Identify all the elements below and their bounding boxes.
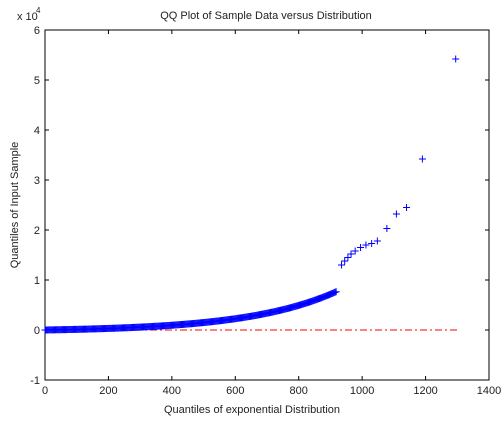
y-tick-label: 4 bbox=[34, 125, 40, 137]
x-tick-label: 1400 bbox=[477, 385, 501, 397]
outlier-point bbox=[344, 254, 352, 261]
y-axis-label: Quantiles of Input Sample bbox=[9, 142, 21, 269]
x-axis: 0 200 400 600 800 1000 1200 1400 bbox=[42, 30, 501, 397]
data-points bbox=[41, 55, 460, 334]
outlier-point bbox=[338, 261, 346, 269]
x-tick-label: 200 bbox=[99, 385, 117, 397]
y-tick-label: 3 bbox=[34, 175, 40, 187]
outlier-point bbox=[392, 210, 400, 218]
outlier-point bbox=[383, 225, 391, 232]
x-tick-label: 1000 bbox=[350, 385, 374, 397]
axes-box bbox=[44, 29, 490, 381]
plot-area bbox=[44, 29, 490, 381]
outlier-point bbox=[418, 155, 426, 163]
outlier-point bbox=[452, 55, 460, 63]
outlier-point bbox=[368, 240, 376, 247]
y-tick-label: 2 bbox=[34, 225, 40, 237]
x-tick-label: 0 bbox=[42, 385, 48, 397]
x-tick-label: 600 bbox=[226, 385, 244, 397]
y-scale-factor: x 10 4 bbox=[17, 6, 41, 23]
outlier-point bbox=[403, 204, 411, 211]
y-tick-label: 0 bbox=[34, 325, 40, 337]
y-scale-label: x 10 bbox=[17, 11, 38, 23]
y-tick-label: 6 bbox=[34, 25, 40, 37]
data-point bbox=[332, 288, 340, 296]
outlier-point bbox=[347, 250, 355, 258]
outlier-point bbox=[357, 244, 365, 251]
x-tick-label: 400 bbox=[163, 385, 181, 397]
y-scale-exponent: 4 bbox=[36, 6, 41, 15]
outlier-point bbox=[362, 241, 370, 249]
x-tick-label: 1200 bbox=[413, 385, 437, 397]
chart-title: QQ Plot of Sample Data versus Distributi… bbox=[160, 10, 372, 22]
outlier-point bbox=[351, 247, 359, 255]
outlier-point bbox=[373, 237, 381, 245]
y-tick-label: 5 bbox=[34, 75, 40, 87]
y-tick-label: -1 bbox=[30, 375, 40, 387]
y-tick-label: 1 bbox=[34, 275, 40, 287]
x-tick-label: 800 bbox=[290, 385, 308, 397]
outlier-point bbox=[341, 257, 349, 265]
x-axis-label: Quantiles of exponential Distribution bbox=[164, 404, 340, 416]
y-axis: -1 0 1 2 3 4 5 6 bbox=[30, 25, 489, 387]
